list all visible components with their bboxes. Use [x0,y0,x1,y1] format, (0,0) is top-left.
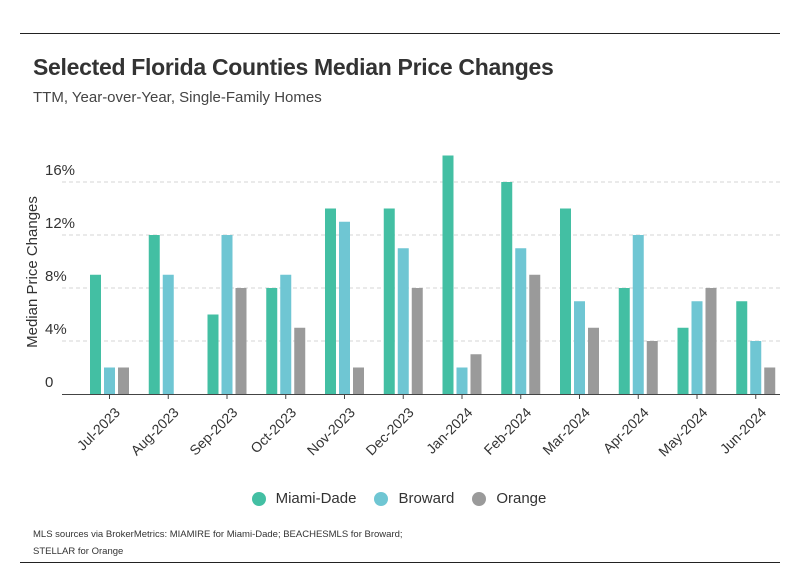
bar-orange-nov-2023[interactable] [353,367,364,395]
bottom-rule [20,562,780,563]
chart-title: Selected Florida Counties Median Price C… [33,54,554,80]
bar-miami-dade-aug-2023[interactable] [148,235,160,394]
bar-miami-dade-nov-2023[interactable] [325,208,336,395]
bar-miami-dade-may-2024[interactable] [677,327,689,394]
bar-orange-sep-2023[interactable] [235,288,247,394]
bar-miami-dade-sep-2023[interactable] [207,314,219,395]
x-tick-label: Jan-2024 [423,404,476,457]
bar-miami-dade-jul-2023[interactable] [90,274,101,394]
legend-item-miami-dade[interactable]: Miami-Dade [251,490,357,507]
legend-dot-miami-dade [251,491,266,506]
y-axis-ticks: 0 4% 8% 12% 16% [45,162,75,391]
bar-orange-oct-2023[interactable] [294,327,306,394]
x-tick-label: Jun-2024 [717,404,770,457]
bar-broward-may-2024[interactable] [691,301,703,394]
x-tick-label: Aug-2023 [127,404,181,458]
legend: Miami-Dade Broward Orange [0,490,798,507]
bar-miami-dade-feb-2024[interactable] [501,182,513,394]
y-axis-label: Median Price Changes [24,196,41,348]
bar-orange-jan-2024[interactable] [470,354,482,394]
x-tick-label: Sep-2023 [186,404,240,458]
legend-label-broward: Broward [398,490,455,507]
bar-orange-jul-2023[interactable] [118,367,129,395]
bar-miami-dade-apr-2024[interactable] [618,288,630,394]
bar-broward-jul-2023[interactable] [104,367,115,395]
legend-label-orange: Orange [496,490,547,507]
source-note-line2: STELLAR for Orange [33,546,124,557]
bar-orange-may-2024[interactable] [705,288,717,394]
bar-miami-dade-jun-2024[interactable] [736,301,748,394]
bar-broward-feb-2024[interactable] [515,248,527,394]
x-tick-label: Jul-2023 [74,404,123,453]
bar-broward-mar-2024[interactable] [574,301,585,394]
bar-broward-sep-2023[interactable] [221,235,233,394]
x-tick-label: Apr-2024 [600,404,652,456]
source-note-line1: MLS sources via BrokerMetrics: MIAMIRE f… [33,529,403,540]
y-tick-label: 12% [45,215,75,232]
bars [90,155,776,395]
legend-dot-broward [374,491,389,506]
bar-broward-jun-2024[interactable] [750,341,762,394]
bar-orange-feb-2024[interactable] [529,274,541,394]
chart-subtitle: TTM, Year-over-Year, Single-Family Homes [33,89,322,106]
bar-orange-mar-2024[interactable] [588,327,599,394]
bar-broward-aug-2023[interactable] [162,274,174,394]
x-tick-label: Dec-2023 [362,404,416,458]
bar-broward-apr-2024[interactable] [632,235,644,394]
legend-item-broward[interactable]: Broward [374,490,454,507]
legend-item-orange[interactable]: Orange [472,490,546,507]
bar-orange-dec-2023[interactable] [411,288,423,394]
y-tick-label: 4% [45,321,67,338]
x-tick-label: Mar-2024 [539,404,593,458]
bar-broward-jan-2024[interactable] [456,367,468,395]
legend-label-miami-dade: Miami-Dade [275,490,357,507]
bar-broward-dec-2023[interactable] [397,248,409,394]
x-tick-label: Feb-2024 [481,404,535,458]
bar-broward-nov-2023[interactable] [339,221,350,394]
x-tick-label: Nov-2023 [304,404,358,458]
x-tick-label: May-2024 [655,404,710,459]
bar-orange-jun-2024[interactable] [764,367,776,395]
top-rule [20,33,780,34]
y-tick-label: 8% [45,268,67,285]
bar-miami-dade-oct-2023[interactable] [266,288,278,394]
y-tick-label: 0 [45,374,53,391]
bar-miami-dade-dec-2023[interactable] [383,208,395,395]
y-tick-label: 16% [45,162,75,179]
bar-broward-oct-2023[interactable] [280,274,292,394]
x-tick-label: Oct-2023 [247,404,299,456]
bar-orange-apr-2024[interactable] [646,341,658,394]
x-axis-ticks: Jul-2023 Aug-2023 Sep-2023 Oct-2023 Nov-2023… [74,394,770,460]
bar-miami-dade-jan-2024[interactable] [442,155,454,395]
bar-miami-dade-mar-2024[interactable] [560,208,571,395]
legend-dot-orange [472,491,487,506]
